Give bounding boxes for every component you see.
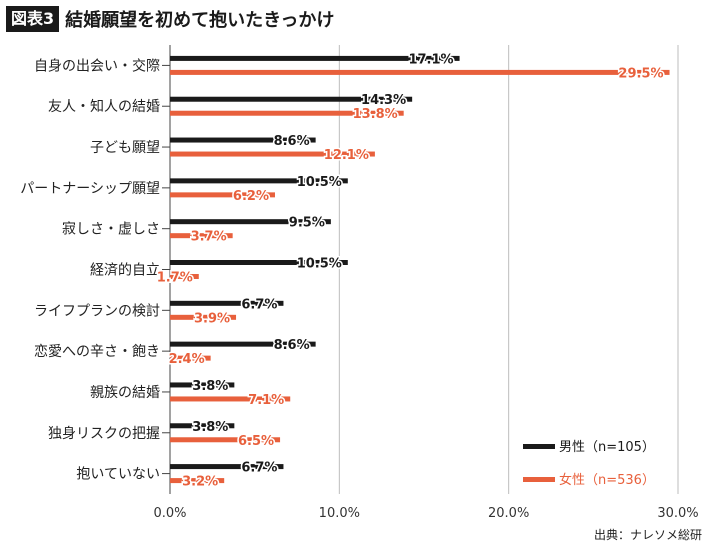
bar: [170, 178, 348, 184]
data-label: 3.8%: [192, 420, 228, 435]
category-label: 抱いていない: [76, 467, 160, 483]
data-label: 14.3%: [361, 93, 406, 108]
data-label: 6.2%: [233, 189, 269, 204]
bar: [170, 274, 199, 279]
bar: [170, 110, 404, 116]
category-label: 友人・知人の結婚: [48, 98, 160, 115]
source-note: 出典：ナレソメ総研: [593, 528, 702, 542]
category-label: 寂しさ・虚しさ: [62, 222, 160, 238]
legend-swatch: [523, 477, 555, 482]
figure-header: 図表3 結婚願望を初めて抱いたきっかけ: [6, 6, 334, 32]
bar: [170, 355, 211, 361]
legend-swatch: [523, 444, 555, 449]
data-label: 13.8%: [353, 107, 398, 122]
bar: [170, 260, 348, 265]
bar: [170, 137, 316, 143]
data-label: 3.2%: [182, 475, 218, 490]
data-label: 9.5%: [289, 216, 325, 231]
x-tick-label: 30.0%: [657, 506, 698, 521]
bar: [170, 219, 331, 225]
data-label: 10.5%: [297, 257, 342, 272]
bar: [170, 96, 413, 102]
data-label: 1.7%: [157, 271, 193, 286]
data-label: 12.1%: [324, 148, 369, 163]
bar: [170, 423, 235, 429]
category-label: 子ども願望: [90, 140, 160, 156]
bar: [170, 233, 233, 239]
bar: [170, 478, 225, 484]
x-tick-label: 20.0%: [488, 506, 529, 521]
category-label: 自身の出会い・交際: [34, 57, 160, 74]
data-label: 3.7%: [191, 230, 227, 245]
bar: [170, 396, 291, 402]
data-label: 10.5%: [297, 175, 342, 190]
data-label: 6.7%: [241, 297, 277, 312]
figure-label: 図表3: [6, 6, 60, 32]
data-label: 8.6%: [274, 338, 310, 353]
data-label: 8.6%: [274, 134, 310, 149]
chart-title: 結婚願望を初めて抱いたきっかけ: [65, 10, 335, 31]
bar: [170, 341, 316, 347]
bar: [170, 55, 460, 61]
bar: [170, 437, 281, 443]
data-label: 6.7%: [241, 461, 277, 476]
data-label: 3.9%: [194, 311, 230, 326]
x-tick-label: 0.0%: [153, 506, 186, 521]
category-label: 恋愛への辛さ・飽き: [34, 343, 160, 360]
x-tick-label: 10.0%: [319, 506, 360, 521]
category-label: 親族の結婚: [90, 385, 160, 401]
legend-label: 女性（n=536）: [559, 472, 655, 488]
bar: [170, 464, 284, 470]
data-label: 29.5%: [618, 66, 663, 81]
category-label: パートナーシップ願望: [20, 181, 160, 197]
category-label: 独身リスクの把握: [48, 426, 160, 442]
data-label: 17.1%: [408, 52, 453, 67]
data-label: 6.5%: [238, 434, 274, 449]
legend-label: 男性（n=105）: [559, 440, 655, 455]
data-label: 3.8%: [192, 379, 228, 394]
data-label: 7.1%: [248, 393, 284, 408]
category-label: 経済的自立: [90, 263, 160, 279]
bar: [170, 300, 284, 306]
bar: [170, 69, 670, 75]
bar: [170, 192, 275, 198]
bar: [170, 151, 375, 157]
bar: [170, 382, 235, 388]
category-label: ライフプランの検討: [34, 303, 160, 319]
bar: [170, 314, 237, 320]
data-label: 2.4%: [169, 352, 205, 367]
